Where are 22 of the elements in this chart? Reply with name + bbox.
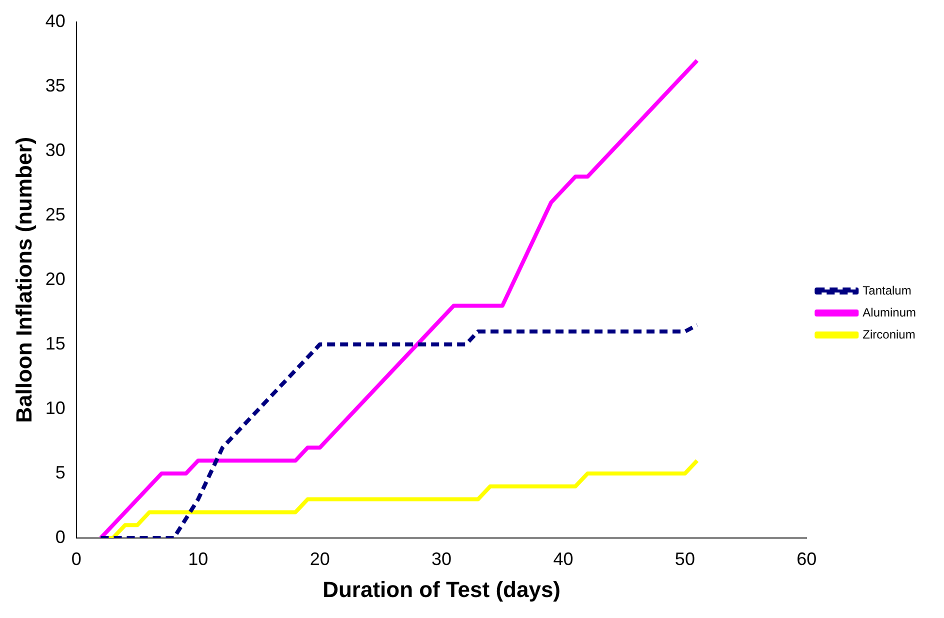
x-tick-label: 30 [432,548,452,569]
x-axis-title: Duration of Test (days) [322,576,561,602]
line-series [98,323,700,538]
y-tick-label: 10 [45,398,66,418]
y-tick-label: 30 [45,140,66,160]
legend-label: Zirconium [862,327,916,342]
x-tick-label: 50 [674,548,695,569]
y-tick-label: 25 [45,204,66,224]
y-tick-label: 0 [55,526,66,547]
x-tick-label: 20 [310,548,330,569]
y-tick-label: 35 [45,75,66,96]
legend-label: Tantalum [862,283,912,298]
legend-label: Aluminum [862,305,916,320]
x-tick-label: 40 [553,548,574,569]
y-tick-label: 5 [55,462,66,482]
y-tick-label: 15 [45,333,66,354]
y-axis-title: Balloon Inflations (number) [11,136,36,423]
x-tick-label: 10 [188,548,208,569]
y-tick-label: 20 [45,268,66,289]
y-tick-label: 40 [45,10,66,31]
x-tick-label: 0 [71,548,82,569]
x-tick-label: 60 [796,548,817,569]
